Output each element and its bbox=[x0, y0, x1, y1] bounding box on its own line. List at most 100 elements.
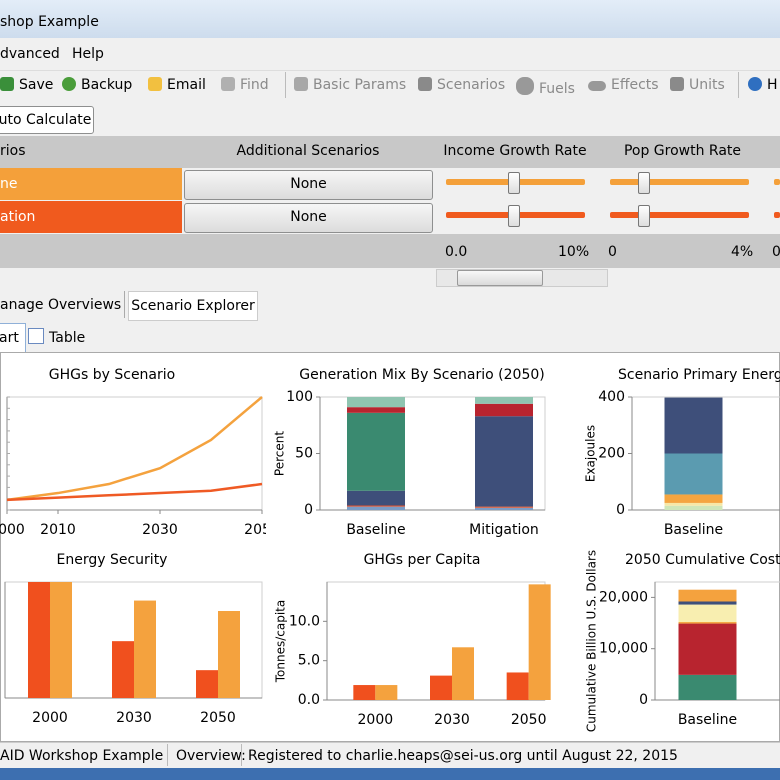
bar-segment bbox=[347, 407, 405, 413]
x-tick-label: 2030 bbox=[142, 522, 178, 538]
scenario-dropdown[interactable]: None bbox=[184, 170, 433, 200]
bar-segment bbox=[475, 507, 533, 510]
y-axis-label: Percent bbox=[273, 431, 287, 476]
bar bbox=[353, 685, 376, 700]
slider-thumb[interactable] bbox=[508, 172, 520, 194]
bar bbox=[134, 600, 156, 698]
y-tick-label: 10.0 bbox=[289, 613, 320, 629]
chart-title: 2050 Cumulative Costs bbox=[625, 552, 780, 568]
toolbar-button[interactable]: Basic Params bbox=[294, 77, 406, 93]
slider-min: 0.0 bbox=[445, 244, 468, 260]
separator bbox=[738, 72, 739, 98]
bar-segment bbox=[475, 403, 533, 417]
dropdown-label: None bbox=[290, 176, 327, 192]
slider-min: 0 bbox=[772, 244, 780, 260]
scroll-thumb[interactable] bbox=[457, 270, 543, 286]
bar bbox=[375, 685, 398, 700]
x-tick-label: 2030 bbox=[116, 710, 152, 726]
slider-track bbox=[774, 179, 780, 185]
series-line bbox=[6, 396, 263, 502]
x-tick-label: 2000 bbox=[0, 522, 25, 538]
bar-segment bbox=[347, 506, 405, 510]
bar-segment bbox=[678, 622, 737, 624]
y-tick-label: 0 bbox=[304, 502, 313, 518]
bar-segment bbox=[664, 505, 723, 510]
toolbar-button[interactable]: Fuels bbox=[516, 77, 575, 97]
bar-segment bbox=[347, 412, 405, 491]
subtab[interactable]: art bbox=[0, 323, 26, 354]
bar bbox=[196, 670, 218, 698]
chart: Energy Security 2000 2030 2050 bbox=[4, 552, 263, 726]
chart: GHGs per Capita Tonnes/capita 0.0 5.0 10.0 20… bbox=[274, 552, 551, 728]
x-tick-label: 2030 bbox=[434, 712, 470, 728]
bar-segment bbox=[347, 490, 405, 506]
slider-thumb[interactable] bbox=[638, 205, 650, 227]
bar-segment bbox=[664, 453, 723, 495]
y-tick-label: 400 bbox=[598, 389, 625, 405]
separator bbox=[285, 72, 286, 98]
chart: 2050 Cumulative Costs Cumulative Billion … bbox=[585, 550, 780, 732]
x-tick-label: 2010 bbox=[40, 522, 76, 538]
tab[interactable]: anage Overviews bbox=[0, 297, 122, 313]
slider-thumb[interactable] bbox=[638, 172, 650, 194]
y-tick-label: 0.0 bbox=[298, 692, 320, 708]
toolbar-button[interactable]: Scenarios bbox=[418, 77, 505, 93]
slider-thumb[interactable] bbox=[508, 205, 520, 227]
chart: GHGs by Scenario 2000 2010 2030 2050 bbox=[0, 367, 266, 538]
column-header: Pop Growth Rate bbox=[623, 143, 742, 159]
y-tick-label: 0 bbox=[639, 692, 648, 708]
slider-min: 0 bbox=[608, 244, 617, 260]
scenario-dropdown[interactable]: None bbox=[184, 203, 433, 233]
separator bbox=[167, 744, 168, 766]
y-tick-label: 20,000 bbox=[599, 589, 648, 605]
toolbar-label: Basic Params bbox=[313, 77, 407, 93]
scenario-name: ation bbox=[0, 201, 182, 233]
series-line bbox=[6, 482, 263, 502]
bar-segment bbox=[664, 494, 723, 503]
toolbar-button[interactable]: Email bbox=[148, 77, 206, 93]
y-tick-label: 100 bbox=[286, 389, 313, 405]
toolbar-label: H bbox=[767, 77, 778, 93]
y-axis-label: Exajoules bbox=[584, 425, 598, 482]
tab[interactable]: Scenario Explorer bbox=[128, 291, 258, 321]
x-tick-label: Baseline bbox=[678, 712, 737, 728]
subtab-label: art bbox=[0, 330, 19, 346]
bar bbox=[506, 672, 529, 700]
toolbar-button[interactable]: Save bbox=[0, 77, 53, 93]
x-tick-label: Baseline bbox=[664, 522, 723, 538]
bar-segment bbox=[678, 589, 737, 602]
toolbar-button[interactable]: H bbox=[748, 77, 778, 93]
x-tick-label: 2050 bbox=[511, 712, 547, 728]
bar bbox=[218, 611, 240, 698]
y-tick-label: 50 bbox=[295, 446, 313, 462]
scenario-name: ne bbox=[0, 168, 182, 200]
toolbar-label: Scenarios bbox=[437, 77, 506, 93]
toolbar-button[interactable]: Effects bbox=[588, 77, 659, 93]
slider-track bbox=[610, 212, 749, 218]
menu-item[interactable]: dvanced bbox=[0, 46, 60, 62]
menu-item[interactable]: Help bbox=[72, 46, 104, 62]
bar bbox=[430, 675, 452, 700]
toolbar-button[interactable]: Backup bbox=[62, 77, 132, 93]
bar-segment bbox=[678, 604, 737, 623]
toolbar-label: Fuels bbox=[539, 81, 575, 97]
tab-label: Scenario Explorer bbox=[131, 298, 255, 314]
y-tick-label: 0 bbox=[616, 502, 625, 518]
status-item: Registered to charlie.heaps@sei-us.org u… bbox=[248, 748, 678, 764]
bar-segment bbox=[347, 397, 405, 408]
subtab[interactable]: Table bbox=[28, 326, 85, 350]
auto-calculate-toggle[interactable]: uto Calculate bbox=[0, 106, 94, 134]
chart-title: Scenario Primary Energy bbox=[618, 367, 780, 383]
x-tick-label: 2050 bbox=[200, 710, 236, 726]
bar-segment bbox=[347, 505, 405, 507]
window-title: shop Example bbox=[0, 14, 99, 30]
y-axis-label: Cumulative Billion U.S. Dollars bbox=[585, 550, 599, 732]
toolbar-label: Backup bbox=[81, 77, 133, 93]
toolbar-button[interactable]: Find bbox=[221, 77, 269, 93]
bar-segment bbox=[678, 674, 737, 700]
y-tick-label: 5.0 bbox=[298, 653, 320, 669]
toolbar-button[interactable]: Units bbox=[670, 77, 725, 93]
toolbar-label: Save bbox=[19, 77, 54, 93]
